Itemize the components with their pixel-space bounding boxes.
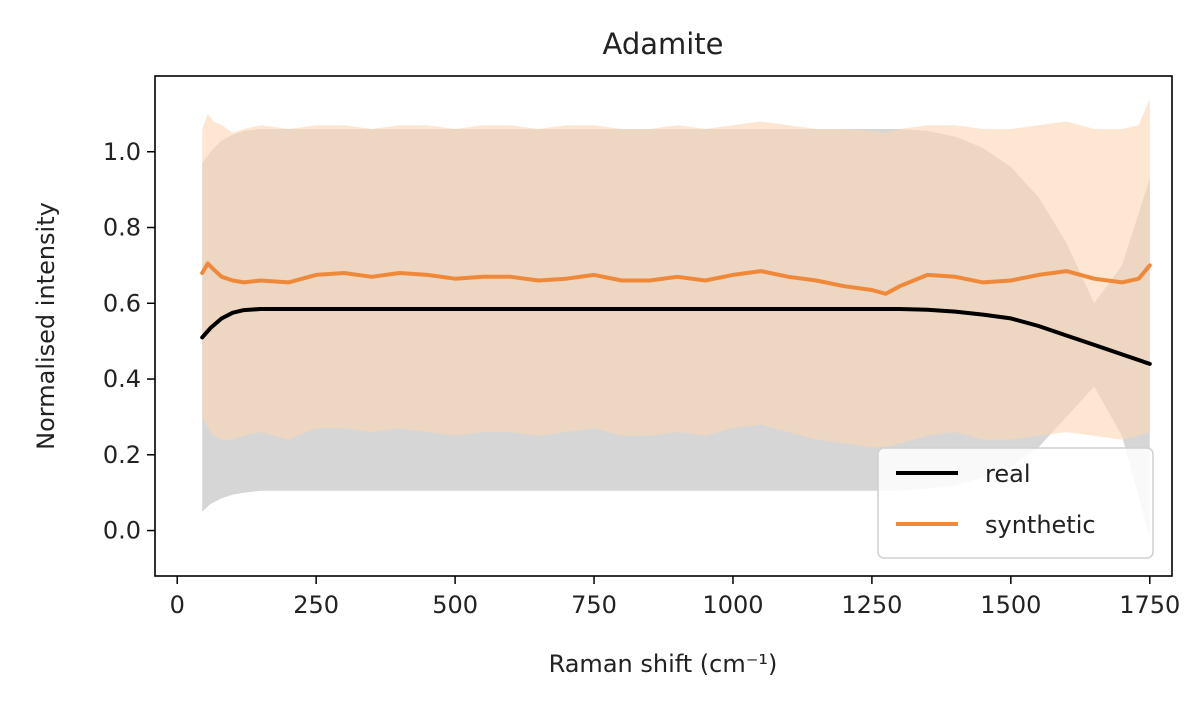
line-real (200, 307, 1152, 366)
x-tick-label: 1750 (1119, 591, 1180, 619)
legend: real synthetic (877, 447, 1154, 559)
series-lines (200, 261, 1152, 366)
x-tick-label: 500 (432, 591, 478, 619)
y-tick-label: 0.4 (103, 365, 141, 393)
chart-title: Adamite (602, 27, 723, 61)
x-tick-label: 750 (571, 591, 617, 619)
band-synthetic (202, 98, 1150, 448)
legend-label-synthetic: synthetic (985, 511, 1096, 539)
y-tick-label: 0.0 (103, 517, 141, 545)
x-tick-label: 1000 (702, 591, 763, 619)
legend-box (877, 447, 1154, 559)
x-tick-label: 250 (293, 591, 339, 619)
x-tick-label: 1250 (841, 591, 902, 619)
confidence-bands (202, 98, 1150, 539)
y-tick-label: 0.8 (103, 214, 141, 242)
y-tick-label: 1.0 (103, 138, 141, 166)
x-tick-label: 0 (170, 591, 185, 619)
x-axis: 0 250 500 750 1000 1250 1500 1750 (170, 576, 1180, 619)
y-tick-label: 0.6 (103, 289, 141, 317)
y-axis: 0.0 0.2 0.4 0.6 0.8 1.0 (103, 138, 155, 545)
plot-frame (154, 75, 1173, 577)
line-synthetic (200, 261, 1152, 296)
x-tick-label: 1500 (980, 591, 1041, 619)
legend-label-real: real (985, 460, 1030, 488)
y-axis-label: Normalised intensity (32, 202, 60, 450)
y-tick-label: 0.2 (103, 441, 141, 469)
x-axis-label: Raman shift (cm⁻¹) (549, 650, 778, 678)
